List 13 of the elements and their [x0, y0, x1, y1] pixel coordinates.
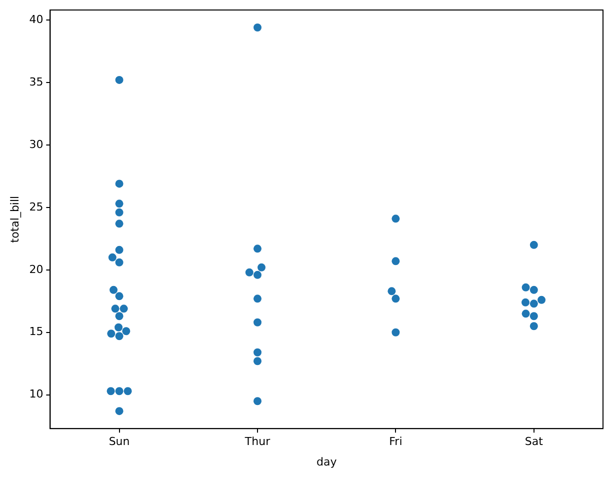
y-tick-label: 40: [29, 12, 44, 26]
x-tick-label: Sat: [524, 435, 544, 448]
y-axis-title: total_bill: [8, 196, 22, 243]
y-tick-label: 30: [29, 138, 44, 151]
y-tick-label: 20: [29, 262, 44, 276]
x-axis-title: day: [316, 455, 338, 468]
y-tick-label: 10: [29, 388, 44, 401]
y-tick-label: 15: [29, 325, 44, 338]
x-tick-label: Fri: [389, 435, 402, 448]
y-tick-label: 35: [29, 75, 44, 88]
x-tick-label: Thur: [244, 435, 271, 448]
x-tick-label: Sun: [108, 435, 130, 448]
y-tick-label: 25: [29, 200, 44, 214]
